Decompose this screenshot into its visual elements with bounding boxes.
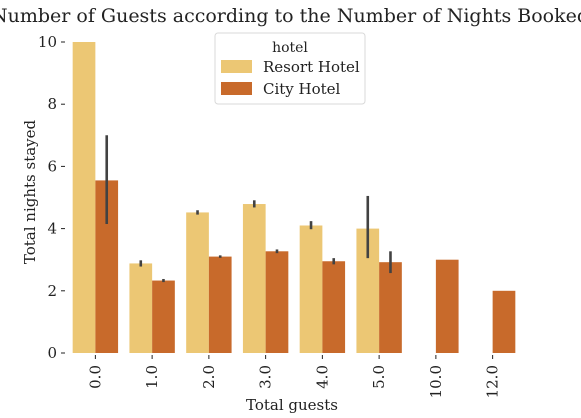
- x-axis: 0.0 1.0 2.0 3.0 4.0 5.0 10.0 12.0: [86, 355, 502, 398]
- y-tick-label: 0: [47, 344, 57, 362]
- legend-frame: [214, 32, 366, 105]
- bar: [95, 180, 119, 353]
- bar: [129, 263, 153, 353]
- x-axis-title: Total guests: [246, 396, 338, 414]
- bar: [356, 228, 380, 353]
- legend-label: City Hotel: [263, 80, 341, 98]
- legend: hotel Resort Hotel City Hotel: [214, 32, 366, 105]
- bar: [379, 262, 402, 353]
- bars-layer: [72, 42, 516, 353]
- legend-items: Resort Hotel City Hotel: [221, 58, 360, 98]
- y-tick-label: 2: [47, 282, 57, 300]
- x-tick-label: 4.0: [313, 365, 331, 389]
- bar: [492, 290, 516, 353]
- x-tick-label: 10.0: [427, 365, 445, 398]
- bar: [299, 225, 323, 353]
- chart-title: Number of Guests according to the Number…: [0, 5, 581, 27]
- bar: [72, 42, 96, 353]
- bar: [186, 212, 209, 353]
- y-axis-title: Total nights stayed: [21, 119, 39, 264]
- bar: [435, 259, 459, 353]
- bar: [152, 280, 175, 353]
- bar: [265, 251, 289, 353]
- legend-swatch: [221, 82, 252, 95]
- x-tick-label: 12.0: [484, 365, 502, 398]
- x-tick-label: 5.0: [370, 365, 388, 389]
- bar: [242, 204, 266, 353]
- y-tick-label: 6: [47, 157, 57, 175]
- legend-label: Resort Hotel: [263, 58, 360, 76]
- y-tick-label: 10: [38, 33, 57, 51]
- errorbars-layer: [105, 135, 392, 283]
- bar: [322, 261, 346, 353]
- x-tick-label: 0.0: [86, 365, 104, 389]
- x-tick-label: 1.0: [143, 365, 161, 389]
- plot-area: 0 2 4 6 8 10 0.0 1.0 2.0 3.0 4.0 5.0 10.0 12.0: [38, 33, 516, 398]
- legend-title: hotel: [272, 40, 308, 56]
- legend-swatch: [221, 60, 252, 73]
- x-tick-label: 2.0: [200, 365, 218, 389]
- y-tick-label: 8: [47, 95, 57, 113]
- x-tick-label: 3.0: [257, 365, 275, 389]
- bar: [208, 256, 232, 353]
- y-axis: 0 2 4 6 8 10: [38, 33, 65, 362]
- y-tick-label: 4: [47, 220, 57, 238]
